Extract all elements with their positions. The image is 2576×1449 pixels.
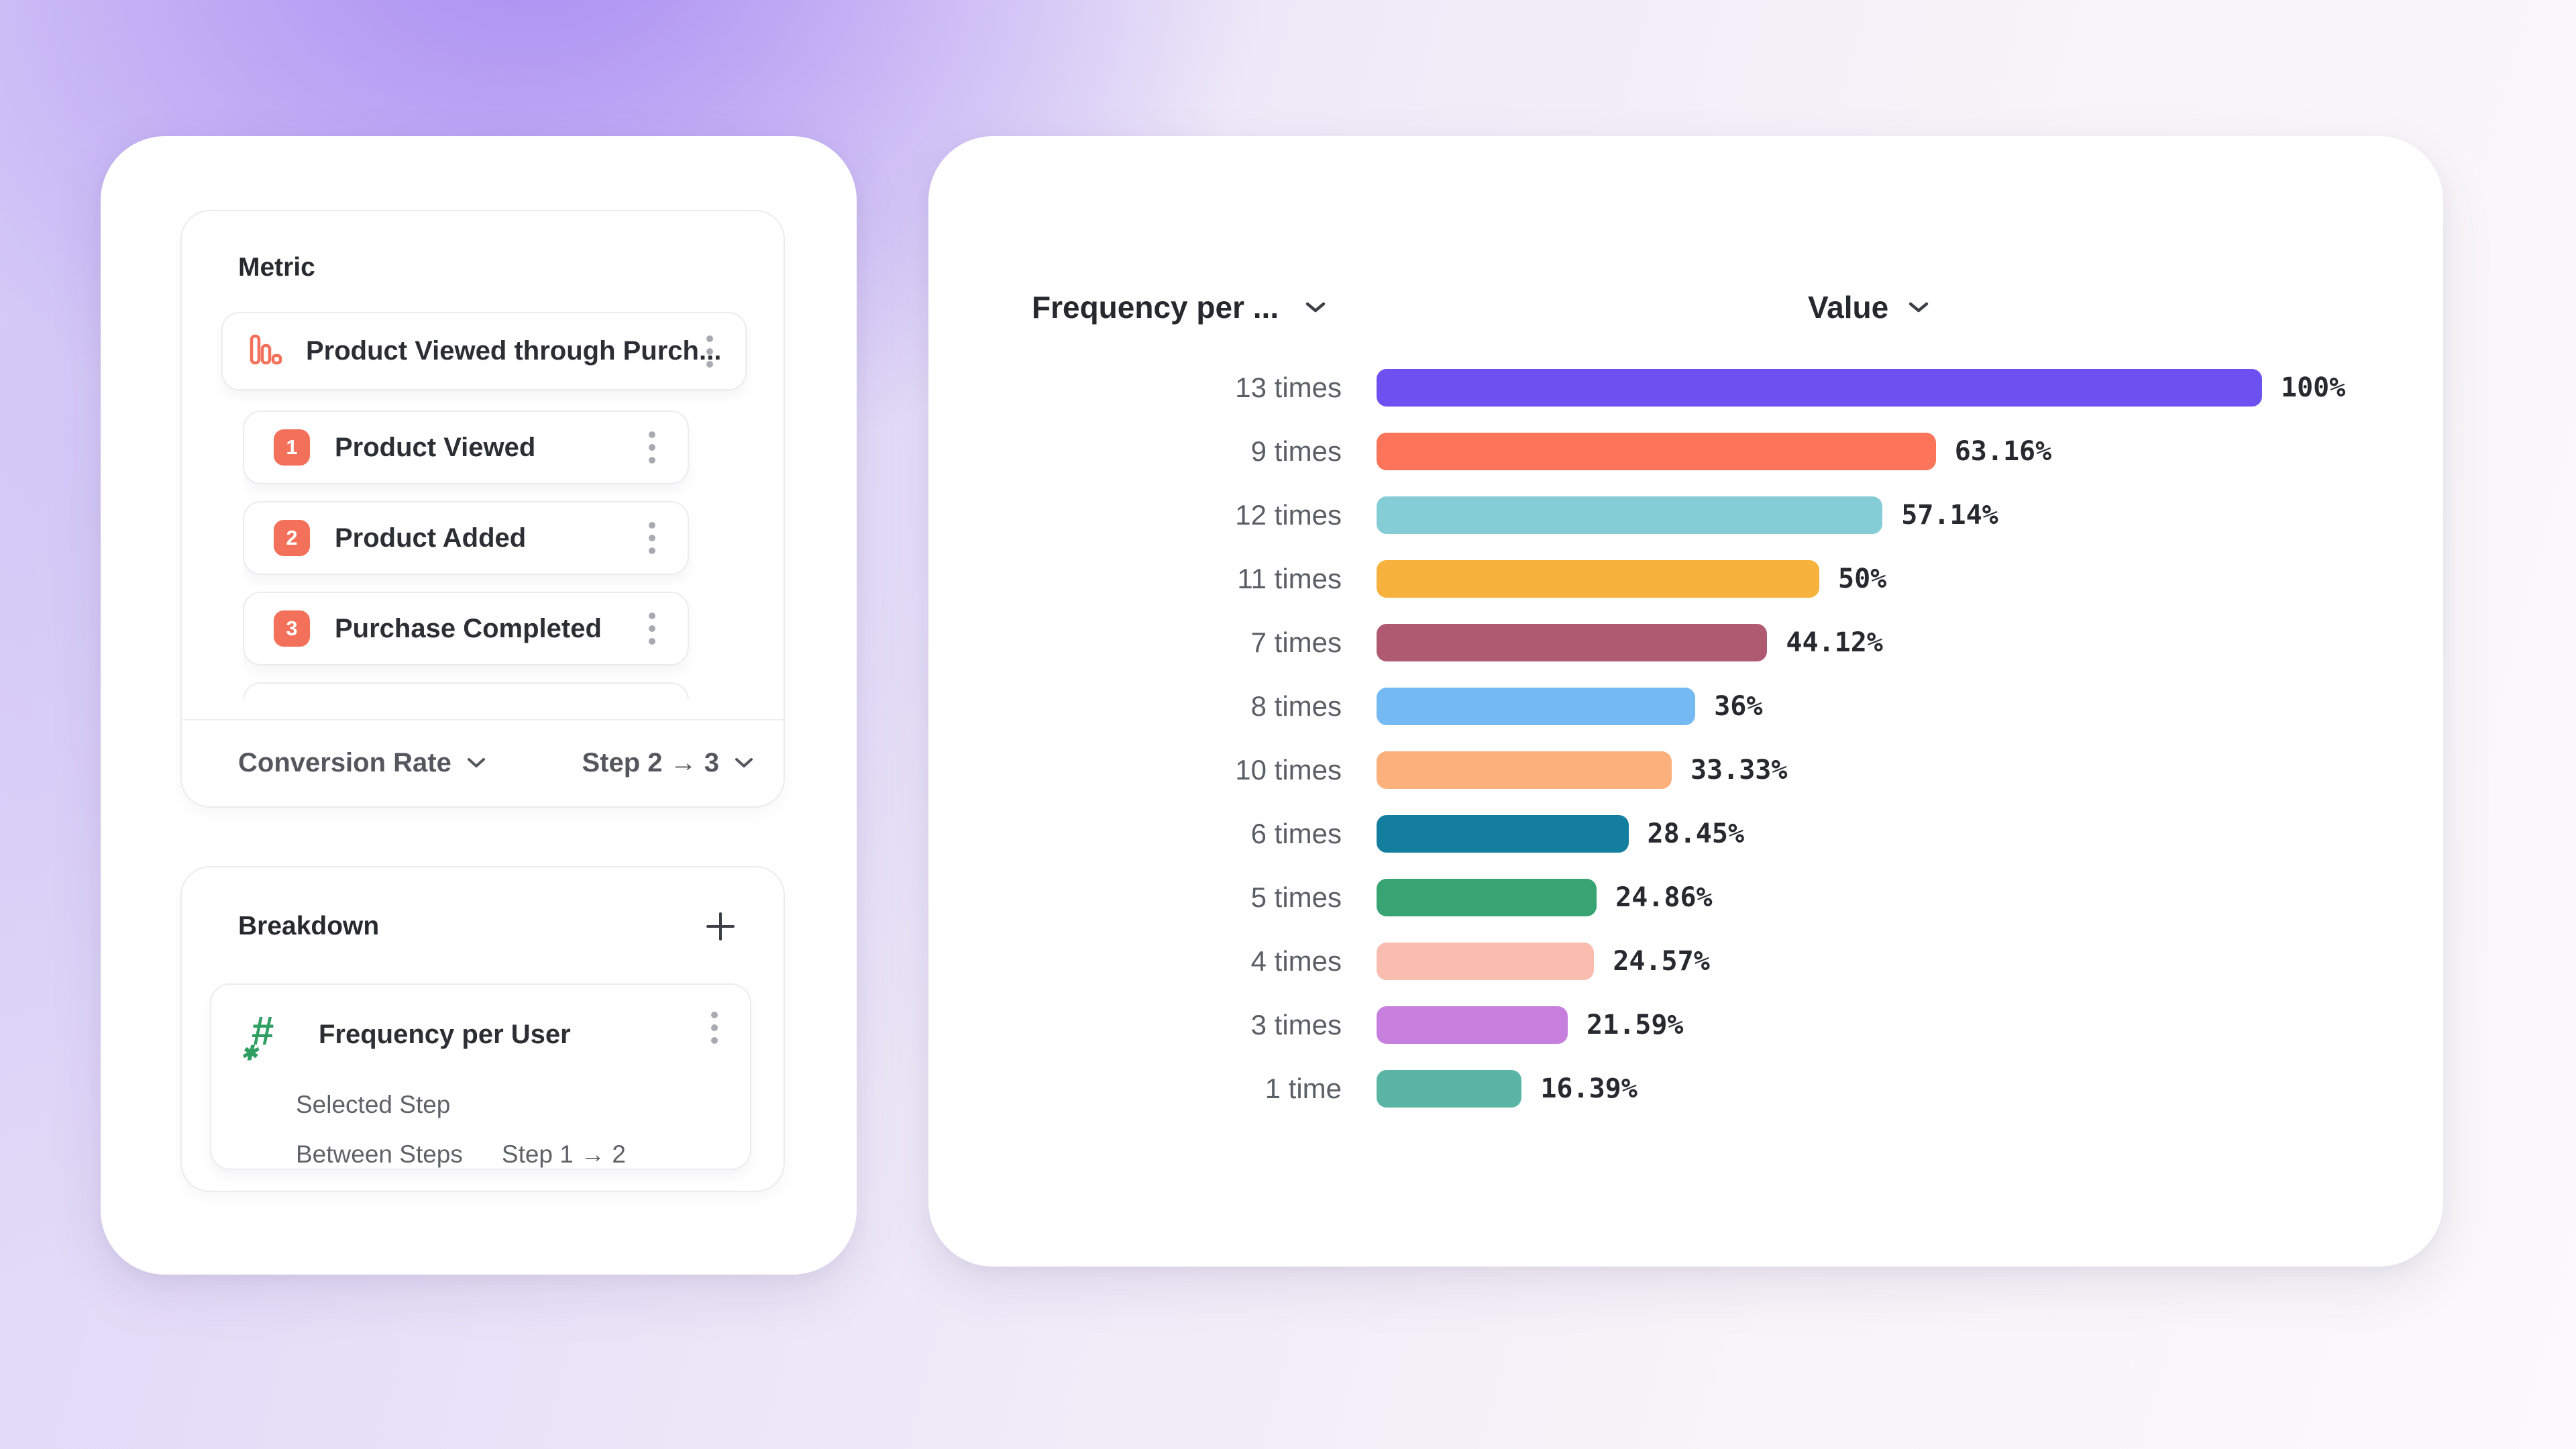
category-column-dropdown[interactable]: Frequency per ... [1032,289,1327,325]
chart-category-label: 10 times [1235,753,1342,786]
kebab-menu-icon[interactable] [701,330,718,373]
chart-bar[interactable] [1377,814,1629,853]
category-column-label: Frequency per ... [1032,290,1279,325]
kebab-menu-icon[interactable] [706,1006,723,1049]
step-range-dropdown[interactable]: Step 2 → 3 [582,748,754,778]
chart-category-label: 4 times [1250,945,1342,977]
chart-value-label: 63.16% [1954,435,2052,467]
chart-bar[interactable] [1377,1069,1522,1108]
step-label: Product Added [335,523,527,553]
hash-icon: # ✱ [241,1008,274,1065]
chart-category-label: 12 times [1235,498,1342,531]
chart-row: 4 times 24.57% [928,929,2443,993]
chevron-down-icon [1305,302,1326,313]
chart-bar[interactable] [1377,942,1595,980]
chart-bar[interactable] [1377,368,2262,407]
metric-section-title: Metric [238,253,315,282]
chart-value-label: 50% [1838,563,1887,594]
chart-row: 1 time 16.39% [928,1057,2443,1120]
chart-row: 6 times 28.45% [928,802,2443,865]
horizontal-bar-chart: 13 times 100% 9 times 63.16% 12 times 57… [928,356,2443,1120]
funnel-step-row[interactable]: 1 Product Viewed [243,411,689,484]
chart-bar[interactable] [1377,751,1672,789]
funnel-metric-row[interactable]: Product Viewed through Purch... [221,312,747,390]
step-number-badge: 1 [274,429,310,466]
chart-row: 3 times 21.59% [928,993,2443,1057]
chart-bar[interactable] [1377,687,1696,725]
chart-bar[interactable] [1377,496,1883,534]
chart-category-label: 8 times [1250,690,1342,722]
chart-row: 10 times 33.33% [928,738,2443,802]
chart-value-label: 16.39% [1540,1073,1638,1104]
chart-value-label: 44.12% [1786,627,1883,658]
bar-chart-icon [248,332,283,370]
chart-value-label: 24.86% [1615,881,1713,913]
chart-bar[interactable] [1377,559,1819,598]
breakdown-item-label: Frequency per User [319,1019,571,1049]
breakdown-between-steps-value: Step 1 → 2 [501,1140,626,1168]
chart-panel: Frequency per ... Value 13 times 100% 9 … [928,136,2443,1267]
step-label: Product Viewed [335,432,536,462]
funnel-metric-name: Product Viewed through Purch... [306,336,722,366]
breakdown-item[interactable]: # ✱ Frequency per User Selected Step Betw… [210,983,751,1170]
add-breakdown-button[interactable] [702,908,739,945]
breakdown-selected-step: Selected Step [296,1091,451,1118]
chevron-down-icon [735,758,753,767]
chart-category-label: 13 times [1235,371,1342,403]
chart-value-label: 21.59% [1586,1009,1684,1040]
measure-dropdown-label: Conversion Rate [238,747,451,777]
kebab-menu-icon[interactable] [643,426,661,469]
chart-category-label: 5 times [1250,881,1342,913]
section-divider [182,719,784,720]
chart-row: 7 times 44.12% [928,610,2443,674]
chart-bar[interactable] [1377,1006,1568,1044]
chart-category-label: 6 times [1250,817,1342,849]
chart-value-label: 36% [1714,690,1763,722]
chart-bar[interactable] [1377,623,1768,661]
chevron-down-icon [1909,302,1929,313]
funnel-steps-list: 1 Product Viewed 2 Product Added 3 Purch… [243,411,712,699]
step-label: Purchase Completed [335,613,602,643]
value-column-dropdown[interactable]: Value [1808,289,1930,325]
chevron-down-icon [467,758,485,767]
chart-category-label: 1 time [1265,1072,1342,1104]
chart-row: 12 times 57.14% [928,483,2443,547]
chart-bar[interactable] [1377,432,1936,470]
chart-row: 9 times 63.16% [928,419,2443,483]
breakdown-section: Breakdown # ✱ Frequency per User Selected… [180,866,785,1192]
metric-section: Metric Product Viewed through Purch... 1… [180,210,785,808]
kebab-menu-icon[interactable] [643,607,661,650]
measure-dropdown[interactable]: Conversion Rate [238,748,486,778]
metric-footer: Conversion Rate Step 2 → 3 [182,720,784,805]
chart-row: 8 times 36% [928,674,2443,738]
funnel-step-row[interactable]: 2 Product Added [243,501,689,575]
chart-bar[interactable] [1377,878,1597,916]
breakdown-between-steps: Between Steps Step 1 → 2 [296,1140,626,1168]
query-builder-panel: Metric Product Viewed through Purch... 1… [101,136,857,1275]
step-number-badge: 3 [274,610,310,647]
chart-value-label: 100% [2281,372,2346,403]
chart-category-label: 9 times [1250,435,1342,467]
chart-value-label: 57.14% [1901,499,1998,531]
plus-icon [706,912,735,941]
chart-value-label: 24.57% [1613,945,1710,977]
funnel-step-row-partial [243,682,689,699]
chart-category-label: 7 times [1250,626,1342,658]
step-range-dropdown-label: Step 2 → 3 [582,747,719,777]
value-column-label: Value [1808,290,1889,325]
chart-row: 13 times 100% [928,356,2443,419]
chart-category-label: 11 times [1237,562,1342,594]
breakdown-section-title: Breakdown [238,912,380,941]
step-number-badge: 2 [274,520,310,556]
funnel-step-row[interactable]: 3 Purchase Completed [243,592,689,665]
chart-row: 11 times 50% [928,547,2443,610]
chart-category-label: 3 times [1250,1008,1342,1040]
chart-value-label: 33.33% [1690,754,1788,786]
chart-value-label: 28.45% [1647,818,1745,849]
chart-row: 5 times 24.86% [928,865,2443,929]
kebab-menu-icon[interactable] [643,517,661,559]
